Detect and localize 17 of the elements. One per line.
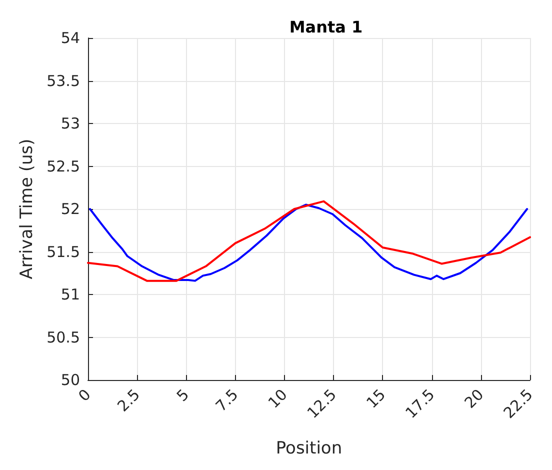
chart-title: Manta 1 bbox=[289, 18, 363, 36]
x-tick-label: 15 bbox=[362, 386, 390, 412]
y-axis-title: Arrival Time (us) bbox=[17, 138, 38, 280]
x-tick-label: 10 bbox=[264, 386, 291, 412]
x-tick-label: 5 bbox=[173, 386, 193, 406]
x-axis-title: Position bbox=[276, 438, 342, 458]
y-tick-label: 52 bbox=[60, 200, 80, 218]
y-tick-label: 53 bbox=[60, 114, 80, 132]
y-tick-label: 54 bbox=[60, 29, 80, 47]
x-tick-label: 7.5 bbox=[212, 386, 242, 416]
y-tick-label: 50.5 bbox=[46, 328, 80, 346]
y-tick-label: 53.5 bbox=[46, 72, 80, 90]
y-tick-label: 52.5 bbox=[46, 157, 80, 176]
x-tick-label: 20 bbox=[461, 386, 488, 412]
y-tick-label: 51 bbox=[60, 286, 80, 304]
x-tick-label: 2.5 bbox=[114, 386, 144, 416]
y-tick-label: 51.5 bbox=[46, 242, 80, 261]
